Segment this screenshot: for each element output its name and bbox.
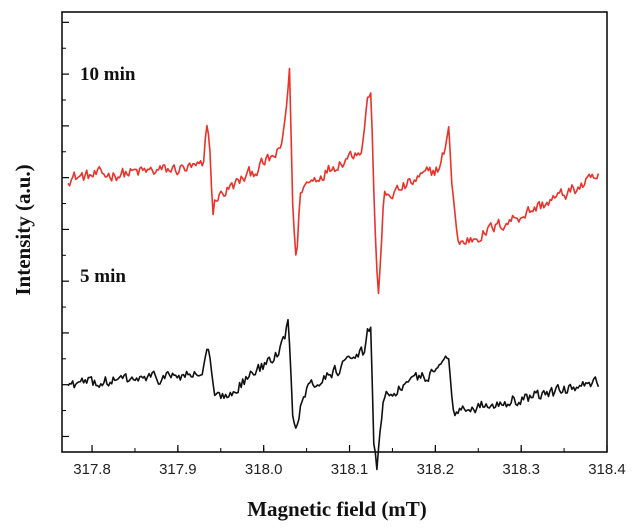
series-label-5min: 5 min: [80, 266, 126, 287]
series-line-5min: [67, 318, 600, 471]
plot-area-border: [61, 11, 608, 453]
x-tick-label: 318.4: [588, 461, 626, 478]
axis-ticks: 317.8 317.9 318.0 318.1 318.2 318.3 318.4: [62, 21, 626, 478]
x-tick-label: 318.3: [502, 461, 540, 478]
x-tick-label: 318.0: [245, 461, 283, 478]
x-tick-label: 317.9: [159, 461, 197, 478]
x-tick-label: 318.1: [331, 461, 369, 478]
plot-frame: [61, 11, 608, 453]
x-tick-label: 317.8: [73, 461, 111, 478]
series-line-10min: [67, 67, 600, 295]
series-label-10min: 10 min: [80, 64, 136, 85]
series-lines: [67, 67, 600, 471]
x-tick-label: 318.2: [417, 461, 455, 478]
x-axis-title: Magnetic field (mT): [247, 497, 427, 521]
y-axis-title: Intensity (a.u.): [11, 164, 35, 295]
